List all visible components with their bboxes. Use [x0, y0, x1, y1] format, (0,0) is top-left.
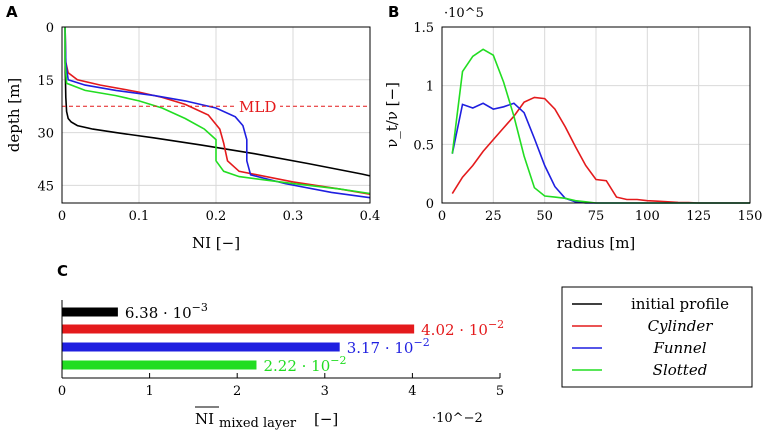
panel-a-line-slotted [64, 27, 371, 195]
legend-label: Cylinder [648, 317, 714, 335]
panel-b-letter: B [388, 3, 399, 21]
panel-a-ylabel: depth [m] [5, 78, 23, 152]
panel-b-ytick-label: 1.5 [413, 21, 434, 36]
panel-a-xtick-label: 0.2 [206, 209, 227, 224]
panel-b: B 0 25 50 75 100 125 150 0 0.5 1 1.5 ·10^5 radius … [383, 3, 762, 252]
panel-a-xtick-label: 0 [58, 209, 66, 224]
panel-b-line-slotted [451, 48, 750, 204]
panel-b-xtick-label: 50 [536, 209, 553, 224]
bar-cylinder [62, 324, 415, 334]
panel-c-xtick-label: 3 [321, 384, 329, 399]
bar-slotted [62, 360, 257, 370]
panel-c-letter: C [57, 262, 68, 280]
panel-b-ytick-label: 0 [426, 197, 434, 212]
bar-value-exponent: −2 [488, 318, 504, 331]
panel-a-xtick-label: 0.1 [129, 209, 150, 224]
panel-a-ytick-label: 0 [46, 21, 54, 36]
panel-b-ylabel: ν_t/ν [−] [383, 82, 401, 148]
panel-b-line-funnel [451, 102, 750, 204]
panel-b-xtick-label: 0 [438, 209, 446, 224]
bar-value-label: 4.02 · 10−2 [421, 318, 504, 339]
bar-value-label: 3.17 · 10−2 [347, 336, 430, 357]
panel-a-line-initial-profile [64, 27, 371, 177]
panel-b-xlabel: radius [m] [557, 234, 636, 252]
panel-c-xlabel: NI mixed layer [−] [195, 406, 338, 431]
panel-c-multiplier: ·10^−2 [432, 411, 483, 426]
panel-c-ticks: 0 1 2 3 4 5 [58, 373, 504, 399]
panel-a-ytick-label: 15 [37, 74, 54, 89]
panel-c-xlabel-sub: mixed layer [219, 416, 297, 431]
panel-c-xtick-label: 0 [58, 384, 66, 399]
panel-a-ytick-label: 30 [37, 127, 54, 142]
legend-label: initial profile [631, 295, 729, 313]
panel-c-bars: 6.38 · 10−3 4.02 · 10−23.17 · 10−22.22 · … [62, 301, 504, 375]
panel-c-xtick-label: 1 [145, 384, 153, 399]
mld-label-bg [236, 97, 280, 116]
panel-a-ytick-label: 45 [37, 179, 54, 194]
panel-c-xlabel-main: NI [195, 410, 214, 428]
panel-b-xtick-label: 125 [686, 209, 711, 224]
panel-b-line-cylinder [451, 96, 750, 204]
legend-items: initial profile Cylinder Funnel Slotted [572, 295, 729, 379]
legend-label: Funnel [652, 339, 706, 357]
bar-initial-profile [62, 307, 118, 317]
bar-value-exponent: −2 [330, 354, 346, 367]
panel-b-ytick-label: 1 [426, 80, 434, 95]
panel-a-ticks: 0 0.1 0.2 0.3 0.4 0 15 30 45 [37, 21, 380, 224]
panel-c-xlabel-unit: [−] [314, 410, 338, 428]
panel-a-line-funnel [64, 26, 371, 199]
panel-a: A MLD 0 0.1 0.2 0.3 0.4 0 15 30 45 NI [−] depth … [5, 3, 380, 252]
panel-b-multiplier: ·10^5 [444, 6, 484, 21]
panel-a-xtick-label: 0.4 [360, 209, 381, 224]
panel-b-ticks: 0 25 50 75 100 125 150 0 0.5 1 1.5 [413, 21, 762, 224]
mld-label: MLD [239, 98, 276, 116]
panel-b-xtick-label: 100 [635, 209, 660, 224]
panel-c-xtick-label: 4 [408, 384, 416, 399]
panel-a-series [64, 26, 371, 199]
panel-a-grid [61, 26, 371, 203]
bar-value-label: 6.38 · 10−3 [125, 301, 208, 322]
panel-b-ytick-label: 0.5 [413, 138, 434, 153]
panel-a-xtick-label: 0.3 [283, 209, 304, 224]
legend: initial profile Cylinder Funnel Slotted [561, 286, 753, 388]
panel-c-xtick-label: 5 [496, 384, 504, 399]
panel-b-series [451, 48, 750, 204]
panel-c-xtick-label: 2 [233, 384, 241, 399]
panel-a-letter: A [6, 3, 18, 21]
panel-b-grid [441, 26, 751, 204]
legend-label: Slotted [653, 361, 708, 379]
panel-a-line-cylinder [64, 26, 371, 195]
panel-b-xtick-label: 75 [588, 209, 605, 224]
panel-a-frame [61, 26, 371, 204]
panel-a-xlabel: NI [−] [192, 234, 240, 252]
panel-c: C 6.38 · 10−3 4.02 · 10−23.17 · 10−22.22 … [57, 262, 504, 431]
panel-b-xtick-label: 150 [738, 209, 763, 224]
bar-funnel [62, 342, 340, 352]
panel-b-frame [441, 26, 751, 204]
bar-value-exponent: −3 [192, 301, 208, 314]
panel-b-xtick-label: 25 [485, 209, 502, 224]
bar-value-exponent: −2 [413, 336, 429, 349]
bar-value-label: 2.22 · 10−2 [263, 354, 346, 375]
